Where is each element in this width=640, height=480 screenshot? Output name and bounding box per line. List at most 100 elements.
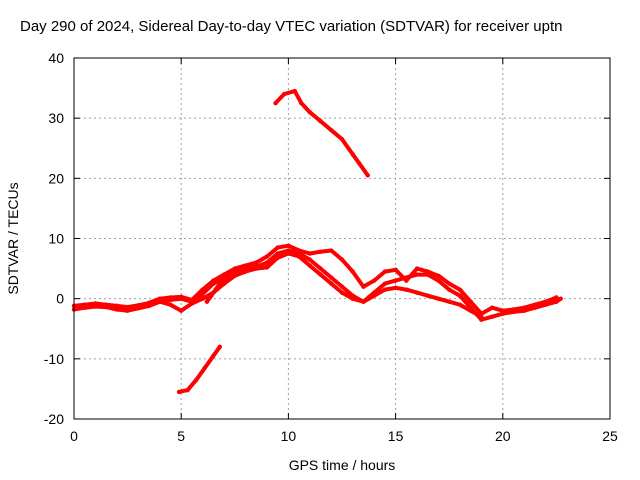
data-point	[404, 287, 409, 292]
x-tick-label: 20	[495, 428, 511, 444]
y-tick-label: -20	[44, 411, 64, 427]
data-point	[382, 281, 388, 286]
data-point	[82, 302, 87, 307]
data-point	[350, 152, 355, 157]
data-point	[286, 248, 291, 253]
data-point	[447, 287, 452, 292]
data-point	[329, 275, 334, 280]
data-point	[382, 287, 388, 292]
data-point	[371, 278, 377, 283]
data-point	[554, 295, 559, 300]
data-point	[371, 293, 377, 298]
data-point	[264, 265, 270, 270]
data-point	[232, 266, 237, 271]
data-point	[361, 284, 366, 289]
data-point	[382, 269, 388, 274]
data-point	[254, 266, 259, 271]
data-point	[217, 344, 222, 349]
data-point	[273, 100, 278, 106]
tick-labels: 0 5 10 15 20 25 -20 -10 0 10 20 30 40	[44, 50, 618, 444]
data-point	[209, 293, 214, 298]
x-tick-label: 10	[281, 428, 297, 444]
data-point	[176, 389, 182, 395]
data-point	[339, 284, 345, 289]
data-point	[511, 307, 516, 312]
data-point	[136, 303, 141, 308]
data-point	[179, 308, 184, 313]
series-branch-6to7	[204, 275, 231, 304]
data-point	[226, 275, 231, 280]
data-point	[299, 100, 304, 106]
y-tick-label: 20	[48, 170, 64, 186]
data-point	[232, 273, 237, 279]
data-point	[350, 296, 355, 301]
data-point	[281, 91, 287, 97]
series-main-b	[71, 243, 559, 316]
data-point	[329, 128, 334, 133]
x-axis-label: GPS time / hours	[289, 457, 396, 473]
data-point	[436, 296, 441, 301]
data-point	[500, 308, 505, 313]
data-point	[189, 301, 195, 306]
data-point	[522, 305, 527, 310]
data-point	[457, 302, 463, 307]
data-point	[393, 278, 398, 283]
x-tick-label: 25	[602, 428, 618, 444]
data-point	[436, 273, 441, 279]
data-point	[356, 161, 362, 166]
data-point	[479, 314, 484, 319]
data-point	[479, 317, 484, 322]
data-point	[350, 269, 355, 274]
data-point	[264, 260, 270, 265]
data-point	[436, 278, 441, 283]
data-point	[318, 118, 323, 124]
series-line	[72, 243, 559, 316]
data-point	[200, 287, 205, 292]
data-point	[489, 305, 495, 310]
data-point	[114, 303, 120, 309]
data-point	[365, 173, 370, 178]
data-point	[554, 299, 559, 304]
series-upper-arc	[273, 88, 370, 178]
x-tick-label: 0	[70, 428, 78, 444]
data-point	[339, 257, 345, 262]
data-point	[318, 249, 323, 254]
series-line	[273, 89, 370, 178]
data-point	[393, 267, 398, 272]
data-point	[103, 302, 109, 307]
data-point	[221, 272, 227, 277]
data-point	[468, 308, 473, 313]
data-point	[500, 311, 505, 316]
data-point	[339, 290, 345, 295]
data-point	[221, 277, 227, 282]
data-point	[286, 251, 291, 256]
data-point	[275, 255, 280, 260]
data-point	[146, 300, 152, 306]
data-point	[275, 245, 280, 250]
data-point	[414, 290, 420, 295]
chart-title: Day 290 of 2024, Sidereal Day-to-day VTE…	[20, 18, 563, 35]
data-point	[217, 281, 222, 286]
data-point	[532, 302, 538, 307]
data-point	[414, 266, 420, 271]
y-tick-label: -10	[44, 351, 64, 367]
data-point	[318, 266, 323, 271]
x-tick-label: 5	[177, 428, 185, 444]
data-point	[202, 365, 207, 371]
data-point	[168, 295, 173, 300]
data-point	[292, 88, 298, 94]
data-point	[307, 257, 313, 262]
y-tick-label: 0	[56, 291, 64, 307]
y-axis-label: SDTVAR / TECUs	[5, 182, 21, 294]
data-point	[194, 377, 199, 383]
series-lower-arc	[176, 344, 222, 395]
data-point	[414, 272, 420, 277]
data-point	[457, 293, 463, 298]
data-point	[329, 281, 334, 286]
data-point	[211, 353, 216, 359]
data-point	[275, 251, 280, 256]
data-point	[157, 299, 162, 304]
data-point	[204, 299, 210, 304]
data-point	[296, 254, 302, 259]
